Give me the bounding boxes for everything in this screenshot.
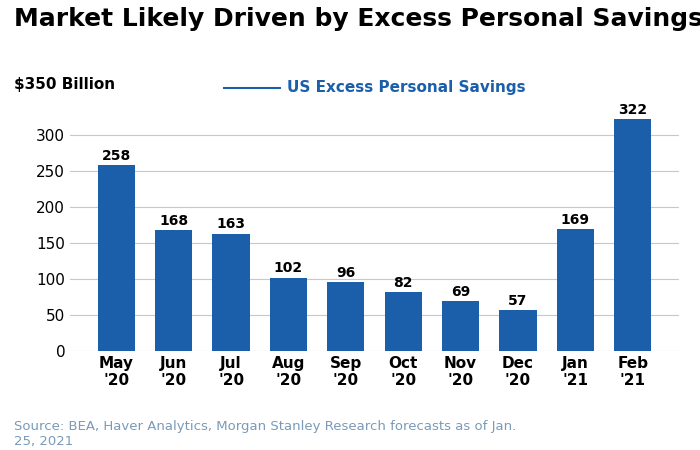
Bar: [614, 119, 651, 351]
Bar: [384, 292, 422, 351]
Bar: [327, 282, 365, 351]
Bar: [98, 165, 135, 351]
Bar: [270, 278, 307, 351]
Bar: [442, 302, 480, 351]
Bar: [499, 310, 537, 351]
Bar: [556, 230, 594, 351]
Text: 168: 168: [159, 214, 188, 228]
Text: 82: 82: [393, 276, 413, 290]
Text: 57: 57: [508, 294, 528, 308]
Text: 322: 322: [618, 103, 648, 117]
Text: 69: 69: [451, 285, 470, 299]
Text: $350 Billion: $350 Billion: [14, 77, 115, 92]
Bar: [155, 230, 193, 351]
Text: 258: 258: [102, 149, 131, 163]
Text: 169: 169: [561, 213, 590, 227]
Text: US Excess Personal Savings: US Excess Personal Savings: [287, 80, 526, 95]
Text: Source: BEA, Haver Analytics, Morgan Stanley Research forecasts as of Jan.
25, 2: Source: BEA, Haver Analytics, Morgan Sta…: [14, 420, 517, 448]
Text: Market Likely Driven by Excess Personal Savings: Market Likely Driven by Excess Personal …: [14, 7, 700, 31]
Text: 96: 96: [336, 266, 356, 280]
Bar: [212, 234, 250, 351]
Text: 163: 163: [216, 217, 246, 231]
Text: 102: 102: [274, 261, 303, 275]
